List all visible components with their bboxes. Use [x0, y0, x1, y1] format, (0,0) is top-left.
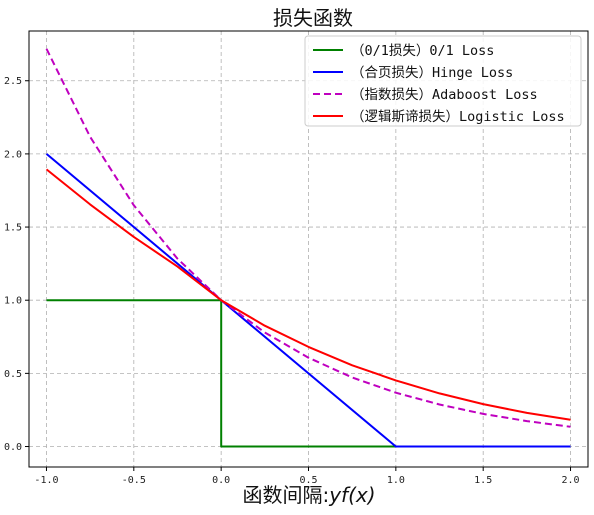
- x-tick-label: 1.0: [387, 475, 405, 486]
- x-tick-label: -1.0: [34, 475, 58, 486]
- series-layer: [45, 48, 571, 448]
- series-line-2: [45, 48, 571, 428]
- y-tick-label: 1.5: [4, 223, 22, 234]
- legend-label: （0/1损失）0/1 Loss: [351, 43, 494, 59]
- legend-box: [304, 35, 582, 127]
- y-tick-label: 2.0: [4, 149, 22, 160]
- x-tick-label: 0.5: [299, 475, 317, 486]
- y-tick-label: 0.0: [4, 442, 22, 453]
- y-tick-label: 2.5: [4, 76, 22, 87]
- x-axis-label-prefix: 函数间隔:: [242, 483, 329, 507]
- x-axis-label: 函数间隔:yf(x): [242, 483, 375, 507]
- chart-title: 损失函数: [273, 6, 353, 30]
- legend: （0/1损失）0/1 Loss （合页损失）Hinge Loss （指数损失）Ada…: [304, 35, 582, 127]
- legend-label: （合页损失）Hinge Loss: [351, 65, 513, 81]
- x-tick-label: 1.5: [474, 475, 492, 486]
- legend-label: （指数损失）Adaboost Loss: [351, 87, 538, 103]
- x-tick-label: -0.5: [122, 475, 146, 486]
- series-line-3: [45, 168, 571, 421]
- legend-label: （逻辑斯谛损失）Logistic Loss: [351, 108, 565, 125]
- x-tick-label: 2.0: [562, 475, 580, 486]
- series-line-1: [45, 153, 571, 448]
- axis-ticks: -1.0 -0.5 0.0 0.5 1.0 1.5 2.0 0.0 0.5 1.0 1.5 2.0 2.…: [4, 76, 580, 486]
- x-axis-label-math: yf(x): [328, 483, 375, 507]
- y-tick-label: 1.0: [4, 296, 22, 307]
- y-tick-label: 0.5: [4, 369, 22, 380]
- x-tick-label: 0.0: [212, 475, 230, 486]
